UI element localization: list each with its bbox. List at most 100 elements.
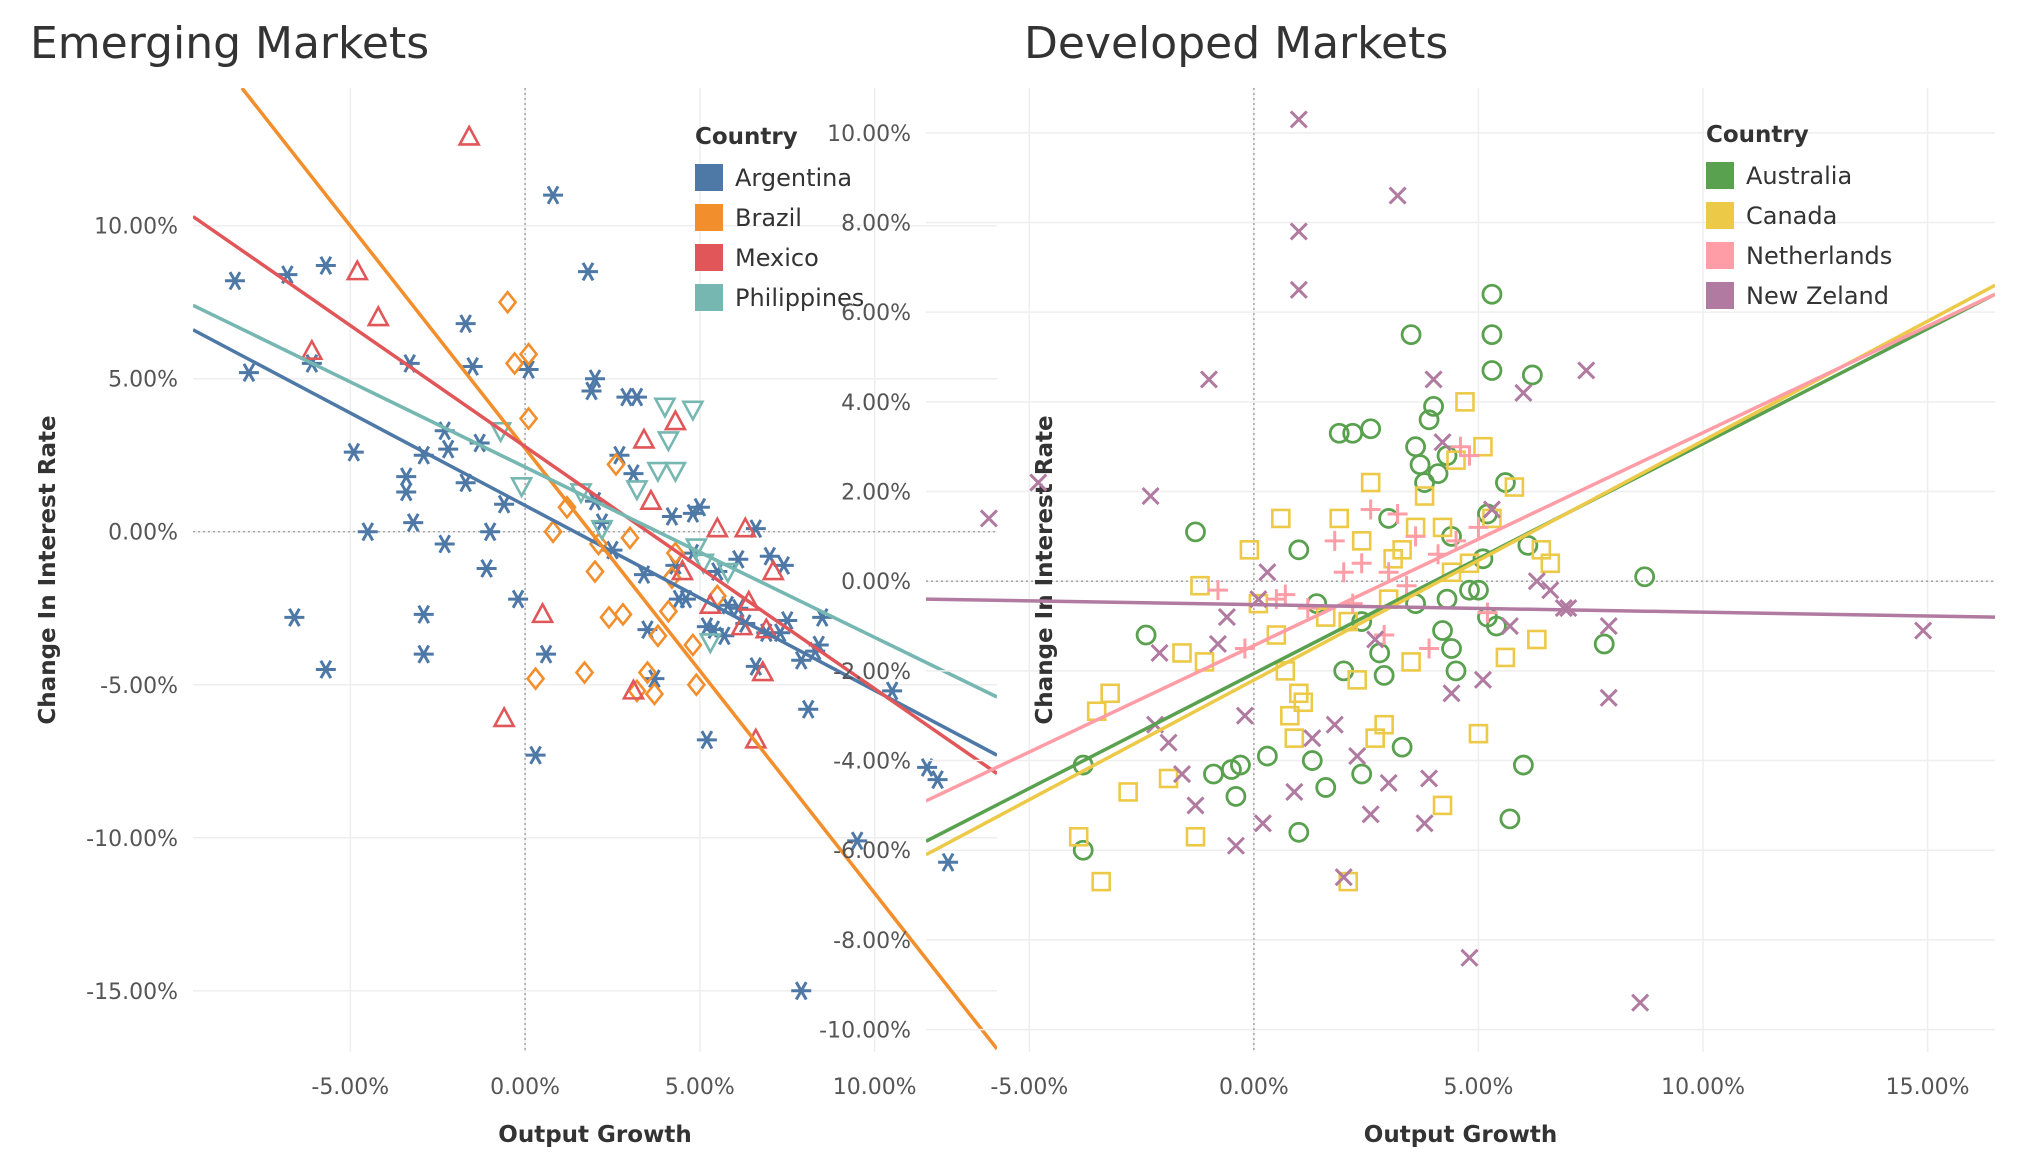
legend-label: Philippines xyxy=(735,284,864,312)
data-point xyxy=(455,314,476,334)
y-tick-label: -8.00% xyxy=(833,929,911,954)
data-point xyxy=(1297,598,1318,619)
data-point xyxy=(525,666,546,691)
data-point xyxy=(698,633,723,655)
trend-line xyxy=(193,303,997,699)
data-point xyxy=(1423,395,1444,417)
legend: Country Australia Canada Netherlands New Zel… xyxy=(1706,122,1892,310)
data-point xyxy=(509,477,534,499)
x-tick-label: 0.00% xyxy=(490,1075,560,1100)
data-point xyxy=(1481,283,1503,305)
y-tick-label: 0.00% xyxy=(841,570,911,595)
data-point xyxy=(606,452,626,477)
data-point xyxy=(698,592,723,614)
data-point xyxy=(1473,670,1493,689)
data-point xyxy=(1482,508,1502,529)
data-point xyxy=(1280,705,1300,726)
data-point xyxy=(626,387,647,407)
data-point xyxy=(1366,630,1385,649)
series-brazil xyxy=(497,290,728,707)
data-point xyxy=(1230,754,1251,776)
data-point xyxy=(1541,581,1560,600)
data-point xyxy=(798,699,819,719)
data-point xyxy=(1289,222,1308,241)
data-point xyxy=(494,494,515,514)
data-point xyxy=(847,831,868,851)
data-point xyxy=(1391,736,1413,758)
data-point xyxy=(518,406,539,431)
data-point xyxy=(1388,186,1407,205)
data-point xyxy=(1225,786,1247,807)
data-point xyxy=(343,442,364,462)
data-point xyxy=(543,519,563,544)
data-point xyxy=(1459,445,1480,466)
data-point xyxy=(1325,715,1344,734)
data-point xyxy=(1172,643,1192,663)
data-point xyxy=(1468,517,1489,538)
y-tick-label: -10.00% xyxy=(819,1019,911,1044)
data-point xyxy=(366,304,390,327)
data-point xyxy=(1226,836,1245,855)
data-point xyxy=(1631,993,1650,1012)
x-axis-title: Output Growth xyxy=(498,1122,691,1148)
data-point xyxy=(1334,868,1353,887)
data-point xyxy=(1455,392,1475,412)
data-point xyxy=(1217,608,1237,627)
data-point xyxy=(396,482,417,502)
data-point xyxy=(1285,782,1304,802)
data-point xyxy=(1275,584,1296,605)
data-point xyxy=(1360,499,1381,520)
legend-label: Canada xyxy=(1746,202,1837,230)
data-point xyxy=(661,506,682,526)
data-point xyxy=(585,369,605,389)
data-point xyxy=(1118,782,1138,802)
data-point xyxy=(737,589,761,611)
data-point xyxy=(1446,530,1467,551)
data-point xyxy=(1499,808,1521,830)
legend-swatch xyxy=(1706,162,1734,189)
data-point xyxy=(1504,477,1525,497)
data-point xyxy=(1100,683,1120,704)
data-point xyxy=(1577,361,1596,380)
data-point xyxy=(1634,566,1656,588)
trend-line xyxy=(240,88,997,1051)
data-point xyxy=(1342,422,1364,444)
data-point xyxy=(1068,826,1089,847)
y-tick-label: -6.00% xyxy=(833,839,911,864)
data-point xyxy=(689,497,710,517)
data-point xyxy=(1328,422,1350,444)
data-point xyxy=(663,461,688,484)
data-point xyxy=(1348,747,1367,766)
trend-line xyxy=(193,215,997,775)
data-point xyxy=(508,589,529,609)
y-tick-label: -5.00% xyxy=(100,674,178,699)
x-tick-label: -5.00% xyxy=(311,1075,389,1100)
data-point xyxy=(1500,616,1519,636)
data-point xyxy=(1347,670,1367,690)
data-point xyxy=(1432,795,1453,816)
data-point xyxy=(1203,763,1224,785)
data-point xyxy=(1135,624,1157,646)
data-point xyxy=(681,400,705,423)
data-point xyxy=(1266,625,1287,645)
data-point xyxy=(917,757,938,777)
legend-swatch xyxy=(695,164,723,191)
data-point xyxy=(518,360,539,379)
data-point xyxy=(1199,370,1219,389)
data-point xyxy=(284,607,305,627)
data-point xyxy=(1351,531,1372,551)
data-point xyxy=(315,660,336,679)
data-point xyxy=(644,669,665,689)
data-point xyxy=(658,599,679,624)
data-point xyxy=(1400,324,1422,346)
data-point xyxy=(497,290,518,315)
x-tick-label: 5.00% xyxy=(665,1075,735,1100)
data-point xyxy=(653,397,677,419)
y-tick-label: -4.00% xyxy=(833,750,911,775)
data-point xyxy=(686,672,707,697)
data-point xyxy=(476,559,497,578)
data-point xyxy=(1293,692,1314,713)
legend-swatch xyxy=(695,204,723,231)
data-point xyxy=(609,445,630,465)
data-point xyxy=(1414,486,1435,506)
